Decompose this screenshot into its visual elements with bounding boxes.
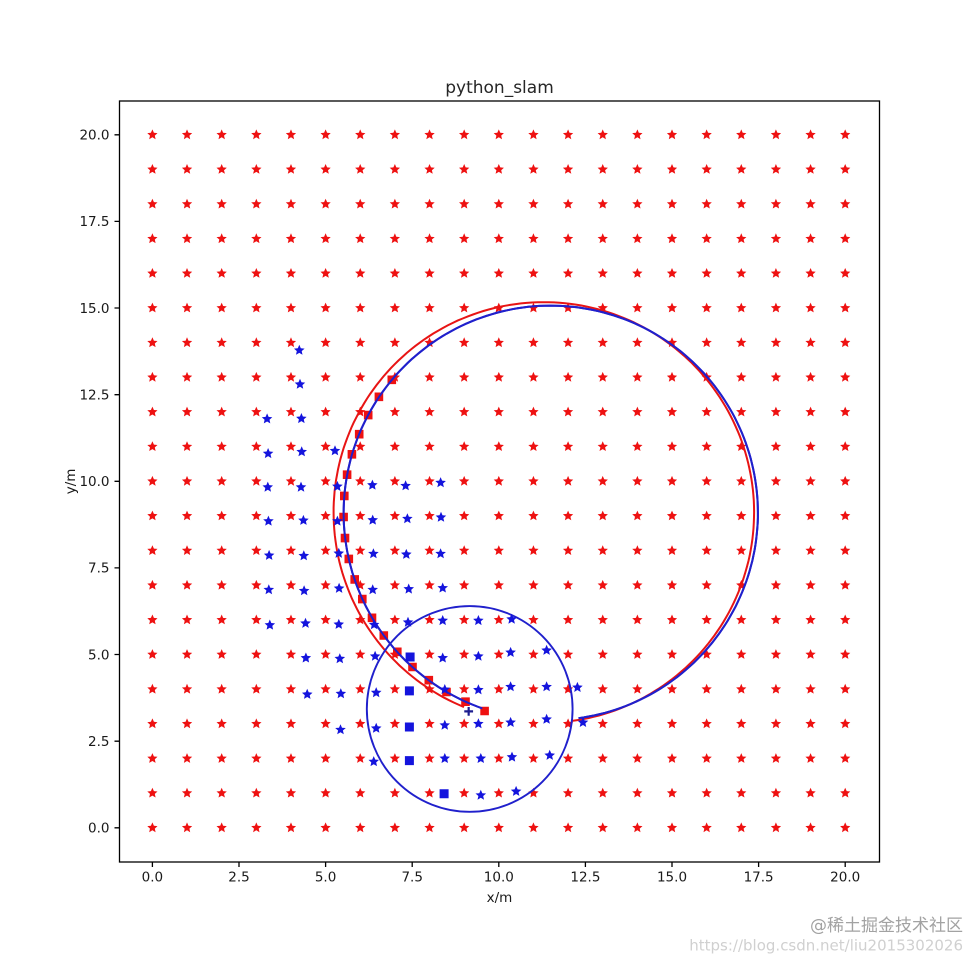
x-tick-label: 2.5 xyxy=(228,870,249,886)
y-tick-label: 7.5 xyxy=(88,561,109,577)
sensor-range-path xyxy=(365,605,574,813)
x-tick-label: 15.0 xyxy=(657,870,687,886)
x-tick-label: 17.5 xyxy=(744,870,774,886)
y-tick-label: 15.0 xyxy=(79,301,109,317)
y-tick-label: 0.0 xyxy=(88,821,109,837)
watermark-url: https://blog.csdn.net/liu2015302026 xyxy=(689,937,963,955)
y-tick-label: 20.0 xyxy=(79,128,109,144)
x-tick-label: 7.5 xyxy=(401,870,422,886)
y-tick-label: 17.5 xyxy=(79,214,109,230)
x-tick-label: 12.5 xyxy=(570,870,600,886)
plot-title: python_slam xyxy=(445,78,554,98)
estimated-trajectory-overlay xyxy=(342,304,759,720)
x-tick-label: 0.0 xyxy=(142,870,163,886)
x-tick-label: 10.0 xyxy=(484,870,514,886)
axis-ticks xyxy=(114,134,846,867)
watermark-community: @稀土掘金技术社区 xyxy=(810,916,963,936)
current-pose-marker xyxy=(464,706,474,716)
x-axis-label: x/m xyxy=(487,890,513,906)
y-axis-label: y/m xyxy=(63,469,79,495)
true-landmarks xyxy=(147,129,851,833)
x-tick-label: 5.0 xyxy=(315,870,336,886)
true-trajectory-path xyxy=(332,301,756,722)
estimated-landmarks xyxy=(261,344,589,800)
x-tick-label: 20.0 xyxy=(830,870,860,886)
new-landmark-markers xyxy=(404,652,449,799)
y-tick-label: 12.5 xyxy=(79,388,109,404)
y-tick-label: 2.5 xyxy=(88,734,109,750)
y-tick-label: 5.0 xyxy=(88,647,109,663)
y-tick-label: 10.0 xyxy=(79,474,109,490)
